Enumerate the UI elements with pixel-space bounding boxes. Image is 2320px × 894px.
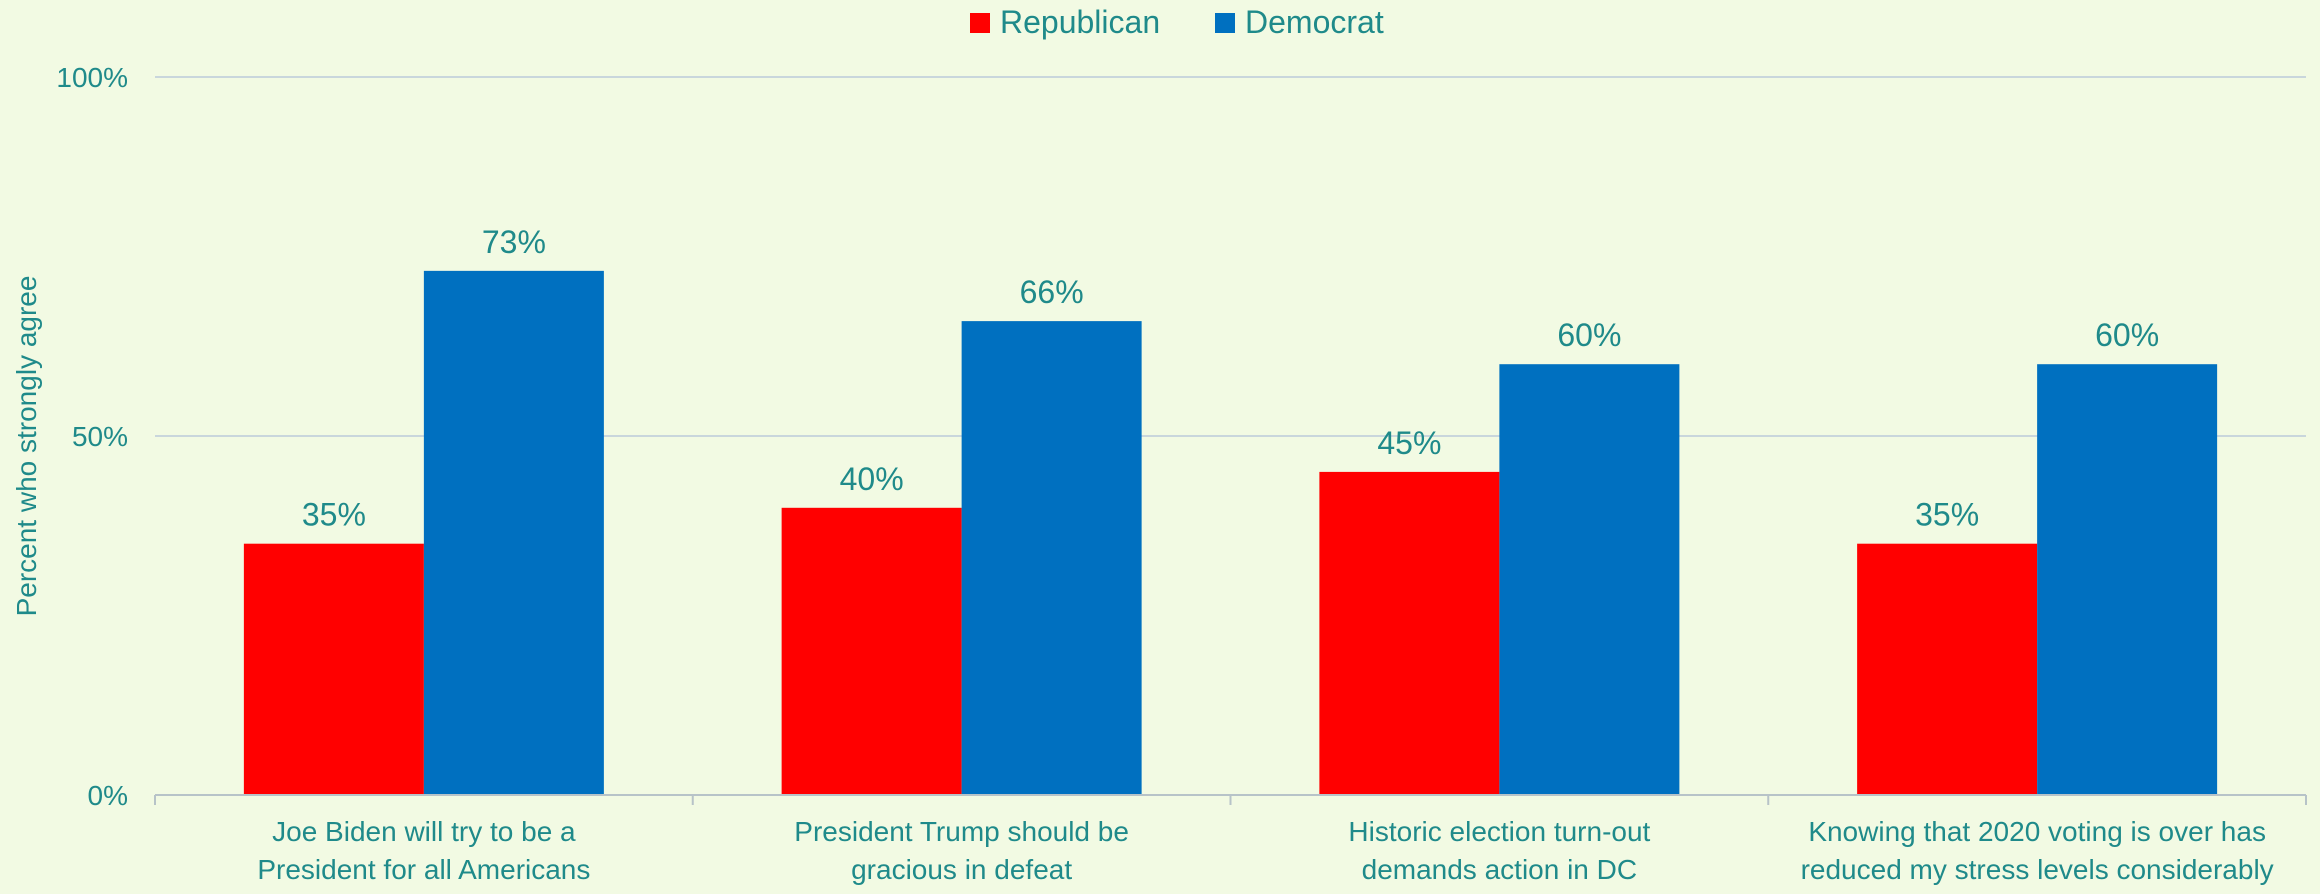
bar-democrat-3 — [1499, 364, 1680, 795]
legend-swatch — [1215, 13, 1235, 33]
bar-republican-1 — [243, 543, 424, 795]
data-label: 45% — [1377, 425, 1441, 461]
bar-democrat-4 — [2037, 364, 2218, 795]
bar-republican-2 — [781, 507, 962, 795]
bar-republican-3 — [1319, 471, 1500, 795]
legend: Republican Democrat — [970, 4, 1384, 40]
data-label: 73% — [482, 224, 546, 260]
x-axis: Joe Biden will try to be a President for … — [154, 794, 2307, 885]
legend-label: Republican — [1000, 4, 1160, 40]
y-tick-label: 50% — [72, 421, 128, 452]
data-label: 66% — [1020, 274, 1084, 310]
legend-item-republican: Republican — [970, 4, 1160, 40]
data-label: 35% — [302, 497, 366, 533]
y-axis: 0% 50% 100% — [56, 62, 128, 811]
x-tick-label: Joe Biden will try to be a President for … — [257, 816, 590, 885]
bar-democrat-2 — [961, 321, 1142, 795]
y-tick-label: 0% — [88, 780, 128, 811]
data-label: 60% — [2095, 317, 2159, 353]
y-tick-label: 100% — [56, 62, 128, 93]
data-label: 35% — [1915, 497, 1979, 533]
data-label: 40% — [840, 461, 904, 497]
bar-republican-4 — [1857, 543, 2038, 795]
bars — [243, 270, 2218, 795]
legend-swatch — [970, 13, 990, 33]
data-label: 60% — [1557, 317, 1621, 353]
x-tick-label: Knowing that 2020 voting is over has redu… — [1801, 816, 2274, 885]
x-tick-label: President Trump should be gracious in def… — [794, 816, 1129, 885]
legend-label: Democrat — [1245, 4, 1384, 40]
y-axis-title: Percent who strongly agree — [11, 276, 42, 617]
bar-democrat-1 — [423, 270, 604, 795]
data-labels: 35% 73% 40% 66% 45% 60% 35% 60% — [302, 224, 2159, 533]
x-tick-label: Historic election turn-out demands action… — [1348, 816, 1650, 885]
legend-item-democrat: Democrat — [1215, 4, 1384, 40]
